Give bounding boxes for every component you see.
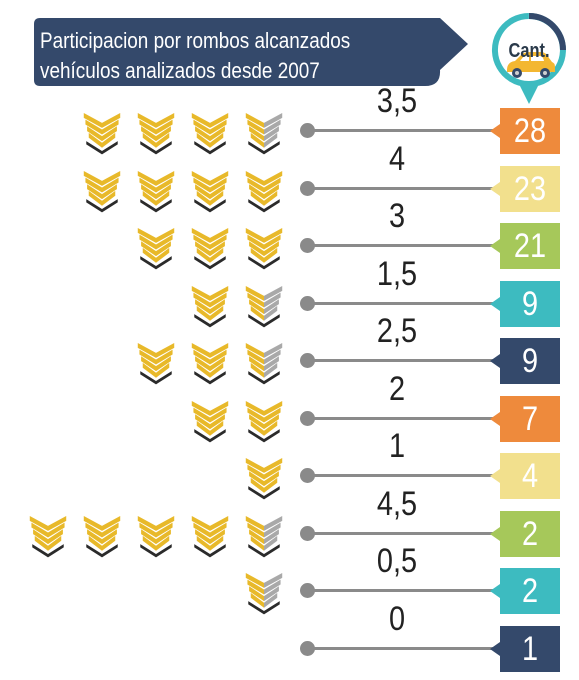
- full-diamond-icon: [191, 515, 229, 557]
- full-diamond-icon: [137, 170, 175, 212]
- count-tag: [490, 510, 560, 557]
- row-line: [308, 186, 496, 190]
- row-line-dot: [300, 238, 315, 253]
- count-value: 9: [521, 284, 539, 323]
- rating-label: 3: [388, 197, 406, 235]
- full-diamond-icon: [191, 227, 229, 270]
- full-diamond-icon: [83, 170, 121, 212]
- full-diamond-icon: [137, 227, 175, 270]
- row-line-dot: [300, 468, 315, 483]
- count-value: 1: [521, 629, 539, 668]
- rating-label: 1: [388, 427, 406, 465]
- row-line-dot: [300, 525, 315, 541]
- chart-row: 1,5 9: [0, 255, 579, 335]
- full-diamond-icon: [83, 112, 121, 155]
- row-line: [308, 244, 496, 247]
- chart-row: 2,5 9: [0, 312, 579, 392]
- car-icon: [507, 52, 555, 78]
- chart-row: 3,5 28: [0, 82, 579, 162]
- row-line-dot: [300, 410, 315, 426]
- row-line: [308, 589, 496, 592]
- row-line: [308, 359, 496, 362]
- row-line: [308, 301, 496, 305]
- full-diamond-icon: [83, 515, 121, 557]
- full-diamond-icon: [191, 400, 229, 442]
- count-value: 21: [513, 227, 547, 265]
- full-diamond-icon: [191, 112, 229, 155]
- count-value: 2: [521, 514, 539, 553]
- count-tag: [490, 223, 560, 269]
- half-diamond-icon: [245, 112, 283, 155]
- full-diamond-icon: [29, 515, 67, 557]
- count-header-badge: [491, 13, 566, 104]
- row-line-dot: [300, 123, 315, 138]
- rating-label: 0: [388, 599, 406, 638]
- full-diamond-icon: [191, 342, 229, 385]
- half-diamond-icon: [245, 342, 283, 385]
- count-header-label: Cant.: [508, 40, 550, 62]
- row-line-dot: [300, 295, 315, 311]
- rating-label: 0,5: [376, 542, 418, 580]
- chart-row: 3 21: [0, 197, 579, 277]
- full-diamond-icon: [245, 170, 283, 212]
- row-line: [308, 474, 496, 477]
- row-line: [308, 646, 496, 650]
- count-tag: [490, 395, 560, 442]
- rating-label: 1,5: [376, 254, 418, 293]
- row-line: [308, 129, 496, 132]
- count-value: 9: [521, 342, 539, 380]
- count-tag: [490, 625, 560, 672]
- count-value: 2: [521, 572, 539, 610]
- rating-label: 2,5: [376, 312, 418, 350]
- row-line-dot: [300, 180, 315, 196]
- half-diamond-icon: [245, 515, 283, 557]
- count-value: 7: [521, 399, 539, 438]
- row-line: [308, 416, 496, 420]
- count-tag: [490, 338, 560, 384]
- chart-row: 4,5 2: [0, 485, 579, 565]
- count-value: 23: [513, 169, 547, 208]
- rating-label: 4,5: [376, 484, 418, 523]
- row-line-dot: [300, 353, 315, 368]
- count-tag: [490, 108, 560, 154]
- full-diamond-icon: [137, 342, 175, 385]
- rating-label: 4: [388, 139, 406, 178]
- row-line-dot: [300, 640, 315, 656]
- half-diamond-icon: [245, 572, 283, 615]
- row-line: [308, 531, 496, 535]
- chart-row: 4 23: [0, 140, 579, 220]
- row-line-dot: [300, 583, 315, 598]
- count-value: 4: [521, 457, 539, 495]
- full-diamond-icon: [191, 285, 229, 327]
- full-diamond-icon: [245, 457, 283, 500]
- half-diamond-icon: [245, 285, 283, 327]
- chart-title-line-1: Participacion por rombos alcanzados: [40, 28, 351, 53]
- full-diamond-icon: [245, 227, 283, 270]
- full-diamond-icon: [191, 170, 229, 212]
- title-banner: [34, 18, 468, 86]
- count-tag: [490, 453, 560, 499]
- count-tag: [490, 568, 560, 614]
- count-value: 28: [513, 112, 547, 150]
- count-tag: [490, 165, 560, 212]
- chart-row: 0,5 2: [0, 542, 579, 622]
- rating-label: 3,5: [376, 82, 418, 120]
- full-diamond-icon: [245, 400, 283, 442]
- count-tag: [490, 280, 560, 327]
- rating-label: 2: [388, 369, 406, 408]
- full-diamond-icon: [137, 515, 175, 557]
- chart-title-line-2: vehículos analizados desde 2007: [40, 58, 320, 83]
- full-diamond-icon: [137, 112, 175, 155]
